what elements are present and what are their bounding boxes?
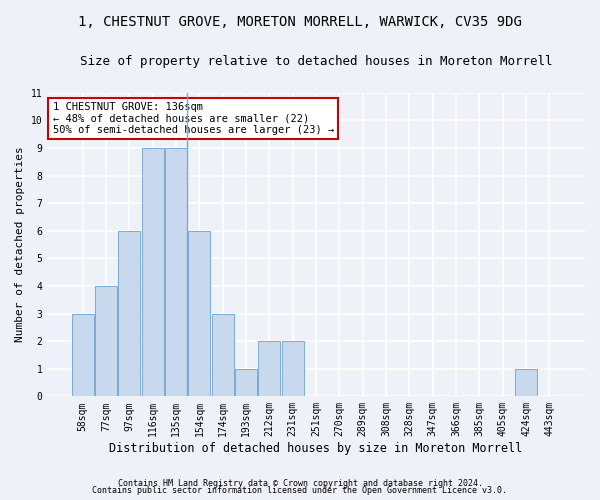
X-axis label: Distribution of detached houses by size in Moreton Morrell: Distribution of detached houses by size … [109, 442, 523, 455]
Text: 1 CHESTNUT GROVE: 136sqm
← 48% of detached houses are smaller (22)
50% of semi-d: 1 CHESTNUT GROVE: 136sqm ← 48% of detach… [53, 102, 334, 135]
Bar [142, 148, 164, 396]
Bar [188, 231, 211, 396]
Bar [118, 231, 140, 396]
Title: Size of property relative to detached houses in Moreton Morrell: Size of property relative to detached ho… [80, 55, 553, 68]
Bar [71, 314, 94, 396]
Bar [95, 286, 117, 397]
Bar [235, 368, 257, 396]
Bar [212, 314, 234, 396]
Text: Contains HM Land Registry data © Crown copyright and database right 2024.: Contains HM Land Registry data © Crown c… [118, 478, 482, 488]
Text: Contains public sector information licensed under the Open Government Licence v3: Contains public sector information licen… [92, 486, 508, 495]
Bar [259, 341, 280, 396]
Bar [515, 368, 537, 396]
Bar [281, 341, 304, 396]
Y-axis label: Number of detached properties: Number of detached properties [15, 146, 25, 342]
Bar [165, 148, 187, 396]
Text: 1, CHESTNUT GROVE, MORETON MORRELL, WARWICK, CV35 9DG: 1, CHESTNUT GROVE, MORETON MORRELL, WARW… [78, 15, 522, 29]
